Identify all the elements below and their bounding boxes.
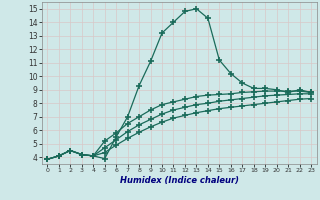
X-axis label: Humidex (Indice chaleur): Humidex (Indice chaleur): [120, 176, 239, 185]
